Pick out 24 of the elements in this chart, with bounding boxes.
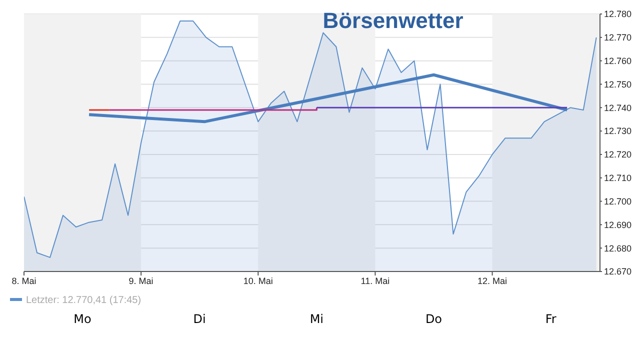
text: Mi: [308, 312, 325, 326]
x-tick-label: 10. Mai: [243, 276, 273, 286]
text: Do: [424, 312, 444, 326]
x-tick-label: 9. Mai: [128, 276, 154, 286]
legend-label: Letzter: 12.770,41 (17:45): [25, 294, 142, 306]
y-tick-label: 12.680: [604, 243, 632, 254]
y-tick-label: 12.760: [604, 56, 632, 66]
y-tick-label: 12.690: [604, 220, 632, 230]
y-tick-label: 12.770: [604, 32, 632, 43]
x-tick-label: 8. Mai: [12, 276, 36, 286]
text: Di: [192, 312, 207, 326]
y-tick-label: 12.670: [604, 266, 632, 277]
y-tick-label: 12.720: [604, 150, 632, 160]
y-tick-label: 12.730: [604, 126, 632, 136]
y-tick-label: 12.740: [604, 102, 632, 113]
y-tick-label: 12.780: [604, 9, 632, 20]
y-tick-label: 12.750: [604, 79, 632, 90]
y-tick-label: 12.700: [604, 196, 632, 206]
y-tick-label: 12.710: [604, 173, 632, 184]
text: Fr: [544, 312, 558, 326]
x-tick-label: 11. Mai: [360, 276, 390, 286]
x-tick-label: 12. Mai: [478, 276, 508, 286]
chart-title: Börsenwetter: [322, 8, 464, 33]
text: Mo: [72, 312, 92, 326]
